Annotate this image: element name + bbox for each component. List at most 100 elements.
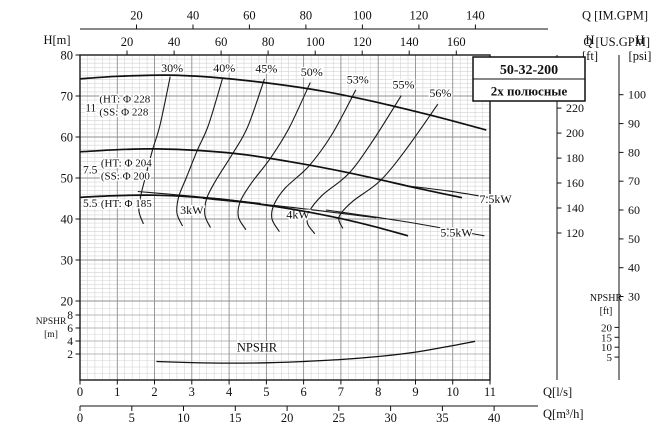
tick-label-us-gpm: 120 xyxy=(353,35,372,49)
tick-label-us-gpm: 20 xyxy=(121,35,134,49)
tick-label-h-m: 40 xyxy=(61,213,74,227)
power-label: 3kW xyxy=(180,203,204,217)
tick-label-npshr-m: 8 xyxy=(67,310,73,322)
tick-label-q-ls: 2 xyxy=(151,385,157,399)
tick-label-q-m3h: 10 xyxy=(177,411,190,425)
tick-label-im-gpm: 140 xyxy=(466,9,485,23)
tick-label-q-ls: 0 xyxy=(77,385,83,399)
tick-label-h-ft: 160 xyxy=(566,176,584,190)
efficiency-label: 56% xyxy=(429,86,451,100)
power-curve-7.5kW xyxy=(406,185,491,199)
tick-label-npshr-ft: 15 xyxy=(601,332,613,344)
axis-unit-h-psi: H xyxy=(635,33,644,47)
tick-label-npshr-m: 4 xyxy=(67,336,73,348)
title-box: 50-32-200 2х полюсные xyxy=(472,56,586,102)
tick-label-h-ft: 220 xyxy=(566,101,584,115)
tick-label-h-ft: 200 xyxy=(566,126,584,140)
tick-label-q-m3h: 15 xyxy=(229,411,242,425)
plot-border xyxy=(79,54,491,381)
tick-label-npshr-ft: 10 xyxy=(601,342,613,354)
tick-label-q-m3h: 30 xyxy=(384,411,397,425)
tick-label-q-m3h: 5 xyxy=(129,411,135,425)
tick-label-h-m: 60 xyxy=(61,131,74,145)
tick-label-h-ft: 180 xyxy=(566,151,584,165)
tick-label-im-gpm: 60 xyxy=(243,9,256,23)
head-curve-power-label: 5.5 xyxy=(83,198,98,210)
tick-label-q-m3h: 20 xyxy=(281,411,294,425)
head-curve-11kW xyxy=(79,74,487,131)
tick-label-h-psi: 90 xyxy=(628,117,640,131)
tick-label-us-gpm: 60 xyxy=(215,35,228,49)
axis-unit-h-psi2: [psi] xyxy=(629,49,652,63)
head-curve-power-label: 11 xyxy=(85,103,96,115)
power-label: 5.5kW xyxy=(440,226,473,240)
npshr-curve xyxy=(156,340,476,364)
tick-label-q-ls: 9 xyxy=(412,385,418,399)
head-curve-trim-label: (HT: Φ 204 xyxy=(101,158,152,170)
right-axis: H [ft] 120 140 160 180 200 220 H [psi] 30 40 50 60 70 8… xyxy=(556,33,652,380)
efficiency-curves: 30% 40% 45% 50% 53% 55% 56% xyxy=(138,59,453,235)
head-curve-trim-label: (HT: Φ 185 xyxy=(101,198,152,210)
tick-label-q-m3h: 0 xyxy=(77,411,83,425)
power-curve-5.5kW xyxy=(325,209,485,237)
tick-label-h-psi: 50 xyxy=(628,232,640,246)
head-curve-7.5kW xyxy=(79,148,463,199)
tick-label-q-ls: 5 xyxy=(263,385,269,399)
efficiency-curve-53 xyxy=(271,89,357,232)
tick-label-npshr-ft: 5 xyxy=(607,352,613,364)
head-curve-trim-label: (SS: Φ 228 xyxy=(99,107,148,119)
axis-unit-im-gpm: Q [IM.GPM] xyxy=(582,9,648,23)
pump-poles: 2х полюсные xyxy=(491,84,568,99)
tick-label-q-ls: 8 xyxy=(375,385,381,399)
tick-label-us-gpm: 40 xyxy=(168,35,181,49)
tick-label-im-gpm: 120 xyxy=(410,9,429,23)
tick-label-h-psi: 80 xyxy=(628,145,640,159)
grid xyxy=(79,54,491,381)
tick-label-npshr-m: 2 xyxy=(67,349,73,361)
efficiency-curve-40 xyxy=(176,77,224,227)
tick-label-h-psi: 100 xyxy=(628,88,646,102)
tick-label-q-ls: 11 xyxy=(484,385,496,399)
efficiency-curve-30 xyxy=(138,76,171,225)
bottom-axis: 0 1 2 3 4 5 6 7 8 9 10 11 Q[l/s] 0 5 10 15 20 25 30 35 40 Q[m³… xyxy=(77,380,584,425)
tick-label-h-psi: 40 xyxy=(628,261,640,275)
efficiency-curve-55 xyxy=(306,95,402,235)
top-axis: 20 40 60 80 100 120 140 Q [IM.GPM] 20 40 60 80 100 12… xyxy=(80,9,650,55)
efficiency-label: 30% xyxy=(161,61,183,75)
power-label: 7.5kW xyxy=(479,192,512,206)
tick-label-h-psi: 70 xyxy=(628,174,640,188)
axis-unit-npshr-ft2: [ft] xyxy=(600,306,613,317)
npshr-label: NPSHR xyxy=(237,341,278,355)
tick-label-q-ls: 10 xyxy=(446,385,459,399)
tick-label-h-m: 70 xyxy=(61,90,74,104)
tick-label-npshr-ft: 20 xyxy=(601,322,613,334)
efficiency-label: 55% xyxy=(393,78,415,92)
efficiency-label: 40% xyxy=(213,61,235,75)
efficiency-curve-50 xyxy=(237,82,311,230)
tick-label-h-m: 20 xyxy=(61,295,74,309)
axis-unit-us-gpm: Q [US.GPM] xyxy=(583,35,650,49)
tick-label-q-ls: 1 xyxy=(114,385,120,399)
axis-unit-npshr-ft: NPSHR xyxy=(590,293,623,304)
pump-model: 50-32-200 xyxy=(500,63,558,78)
tick-label-im-gpm: 40 xyxy=(187,9,200,23)
tick-label-us-gpm: 140 xyxy=(400,35,419,49)
tick-label-q-ls: 6 xyxy=(300,385,306,399)
axis-unit-h-ft2: [ft] xyxy=(582,49,598,63)
efficiency-label: 45% xyxy=(255,62,277,76)
tick-label-h-m: 50 xyxy=(61,172,74,186)
axis-unit-npshr-m2: [m] xyxy=(44,330,58,340)
tick-label-h-psi: 60 xyxy=(628,203,640,217)
tick-label-q-m3h: 25 xyxy=(333,411,346,425)
head-curve-5.5kW xyxy=(79,194,409,237)
tick-label-im-gpm: 100 xyxy=(353,9,372,23)
efficiency-curve-45 xyxy=(204,78,266,228)
head-curve-trim-label: (SS: Φ 200 xyxy=(101,171,150,183)
axis-unit-h-m: H[m] xyxy=(43,33,70,47)
head-curve-power-label: 7.5 xyxy=(83,165,98,177)
tick-label-h-psi: 30 xyxy=(628,290,640,304)
axis-unit-npshr-m: NPSHR xyxy=(36,317,67,327)
